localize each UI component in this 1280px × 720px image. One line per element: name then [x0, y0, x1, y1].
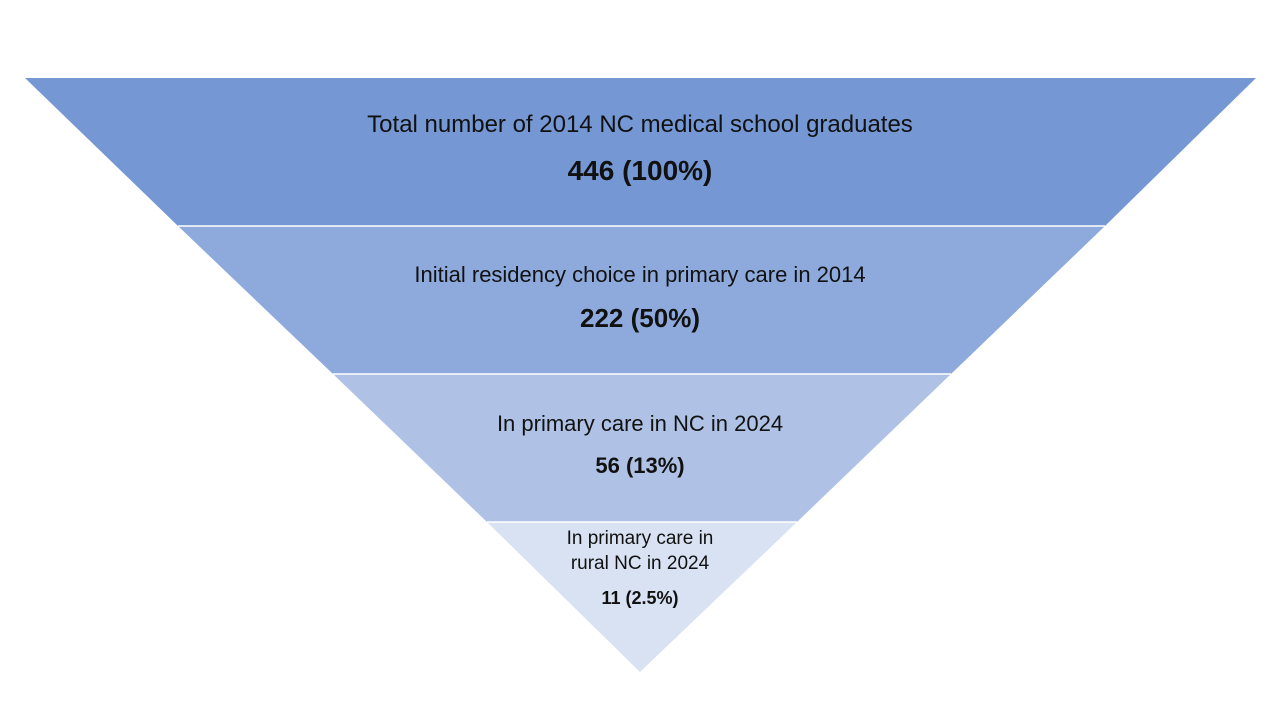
funnel-band-3	[333, 374, 951, 522]
stage-label-graduates: Total number of 2014 NC medical school g…	[240, 110, 1040, 188]
stage-label-residency: Initial residency choice in primary care…	[290, 260, 990, 334]
stage-title: In primary care in rural NC in 2024	[566, 528, 714, 574]
stage-label-nc-primary-care: In primary care in NC in 2024 56 (13%)	[390, 409, 890, 481]
stage-title: Total number of 2014 NC medical school g…	[367, 111, 913, 138]
stage-label-rural-nc: In primary care in rural NC in 2024 11 (…	[530, 526, 750, 610]
stage-value: 222 (50%)	[580, 303, 700, 333]
stage-title: In primary care in NC in 2024	[496, 411, 784, 436]
stage-value: 11 (2.5%)	[601, 588, 679, 608]
funnel-band-2	[178, 226, 1105, 374]
funnel-band-1	[25, 78, 1256, 226]
funnel-band-4	[487, 522, 797, 672]
stage-value: 446 (100%)	[567, 155, 713, 186]
stage-title: Initial residency choice in primary care…	[414, 262, 866, 287]
stage-value: 56 (13%)	[595, 453, 685, 478]
